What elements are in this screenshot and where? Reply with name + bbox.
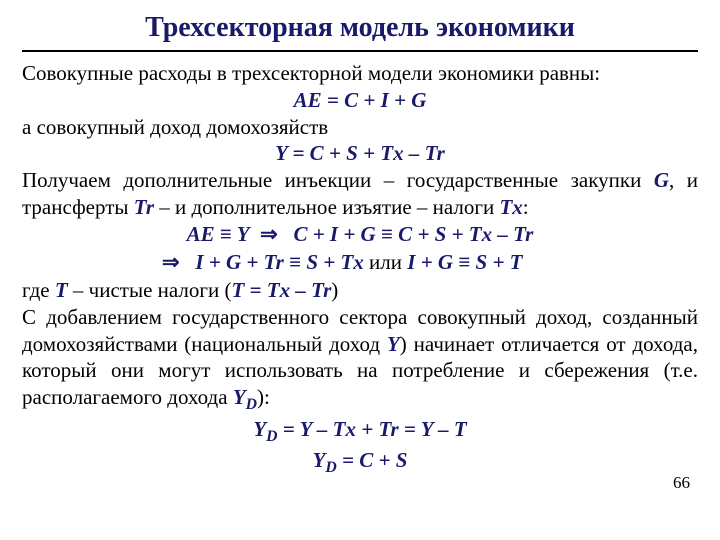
eq-t: T = Tx – Tr (231, 278, 331, 302)
slide-title: Трехсекторная модель экономики (22, 10, 698, 46)
var-tx: Tx (499, 195, 522, 219)
arrow-icon: ⇒ (162, 251, 180, 274)
text: ): (257, 385, 270, 409)
var-t: T (55, 278, 68, 302)
text: – и дополнительное изъятие – налоги (154, 195, 499, 219)
title-rule (22, 50, 698, 52)
equation-identity-1: AE ≡ Y ⇒ C + I + G ≡ C + S + Tx – Tr (22, 221, 698, 249)
rest: = Y – Tx + Tr = Y – T (278, 417, 467, 441)
para-disposable: С добавлением государственного сектора с… (22, 304, 698, 416)
var-tr: Tr (134, 195, 154, 219)
para-injections: Получаем дополнительные инъекции – госуд… (22, 167, 698, 221)
or-text: или (364, 250, 407, 274)
sub-d: D (325, 459, 336, 476)
rest: = C + S (337, 448, 408, 472)
rhs: C + I + G ≡ C + S + Tx – Tr (293, 222, 533, 246)
text: : (523, 195, 529, 219)
eq-part-a: I + G + Tr ≡ S + Tx (195, 250, 363, 274)
text: Получаем дополнительные инъекции – госуд… (22, 168, 654, 192)
lhs: AE ≡ Y (187, 222, 250, 246)
sub-d: D (266, 428, 277, 445)
var-y: Y (387, 332, 400, 356)
equation-ae: AE = C + I + G (22, 87, 698, 114)
text: ) (331, 278, 338, 302)
equation-yd-1: YD = Y – Tx + Tr = Y – T (22, 416, 698, 447)
eq-part-b: I + G ≡ S + T (407, 250, 522, 274)
para-net-taxes: где T – чистые налоги (T = Tx – Tr) (22, 277, 698, 304)
line-intro-2: а совокупный доход домохозяйств (22, 114, 698, 141)
y: Y (313, 448, 326, 472)
equation-yd-2: YD = C + S (22, 447, 698, 478)
arrow-icon: ⇒ (260, 223, 278, 246)
text: где (22, 278, 55, 302)
var-yd: YD (233, 385, 257, 409)
equation-identity-2: ⇒ I + G + Tr ≡ S + Tx или I + G ≡ S + T (22, 249, 698, 277)
text: – чистые налоги ( (68, 278, 232, 302)
line-intro-1: Совокупные расходы в трехсекторной модел… (22, 60, 698, 87)
var-g: G (654, 168, 669, 192)
page-number: 66 (673, 472, 690, 494)
y: Y (253, 417, 266, 441)
equation-y: Y = C + S + Tx – Tr (22, 140, 698, 167)
